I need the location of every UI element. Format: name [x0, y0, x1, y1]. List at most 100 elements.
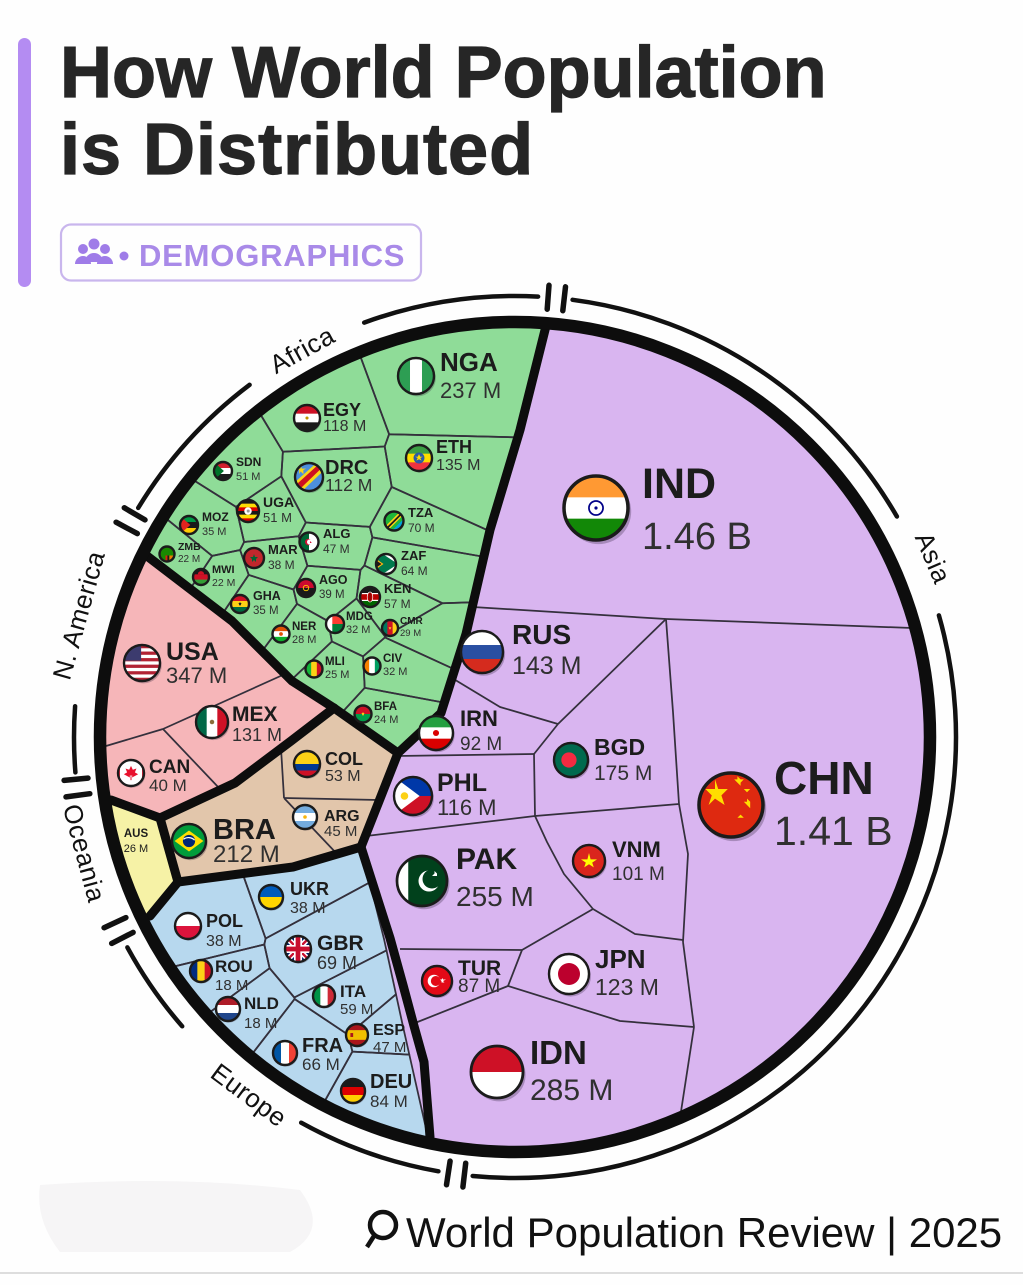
svg-text:JPN: JPN — [595, 944, 646, 974]
svg-text:MEX: MEX — [232, 703, 278, 726]
svg-text:38 M: 38 M — [206, 933, 242, 950]
svg-text:MOZ: MOZ — [202, 510, 229, 524]
svg-text:CAN: CAN — [149, 757, 190, 778]
svg-text:FRA: FRA — [302, 1035, 343, 1057]
svg-text:TZA: TZA — [408, 505, 434, 520]
svg-text:237 M: 237 M — [440, 378, 501, 403]
svg-text:28 M: 28 M — [292, 634, 316, 646]
svg-text:51 M: 51 M — [263, 510, 292, 525]
svg-text:KEN: KEN — [384, 581, 411, 596]
svg-text:CMR: CMR — [400, 616, 424, 627]
svg-text:CIV: CIV — [383, 653, 403, 665]
svg-text:116 M: 116 M — [437, 795, 497, 820]
svg-text:VNM: VNM — [612, 837, 661, 862]
svg-text:IND: IND — [642, 460, 716, 508]
svg-text:NER: NER — [292, 621, 317, 633]
svg-text:is Distributed: is Distributed — [60, 110, 534, 190]
svg-text:PHL: PHL — [437, 769, 487, 797]
svg-text:175 M: 175 M — [594, 762, 652, 785]
svg-text:World Population Review | 2025: World Population Review | 2025 — [406, 1209, 1002, 1256]
svg-text:GBR: GBR — [317, 932, 364, 955]
svg-text:NGA: NGA — [440, 347, 498, 377]
svg-text:USA: USA — [166, 638, 219, 666]
svg-text:PAK: PAK — [456, 843, 517, 876]
svg-text:22 M: 22 M — [212, 577, 235, 589]
svg-text:53 M: 53 M — [325, 768, 361, 785]
svg-text:UKR: UKR — [290, 879, 329, 899]
svg-text:112 M: 112 M — [325, 475, 372, 495]
svg-text:57 M: 57 M — [384, 597, 411, 611]
svg-text:DRC: DRC — [325, 457, 368, 479]
svg-text:ARG: ARG — [324, 808, 360, 825]
svg-text:40 M: 40 M — [149, 776, 187, 795]
svg-text:MWI: MWI — [212, 564, 235, 576]
svg-text:DEMOGRAPHICS: DEMOGRAPHICS — [139, 238, 405, 273]
svg-text:22 M: 22 M — [178, 554, 200, 565]
svg-text:RUS: RUS — [512, 619, 571, 650]
svg-text:285 M: 285 M — [530, 1074, 613, 1107]
svg-text:101 M: 101 M — [612, 864, 665, 885]
svg-text:118 M: 118 M — [323, 418, 366, 435]
svg-text:TUR: TUR — [458, 957, 501, 980]
svg-text:ITA: ITA — [340, 982, 366, 1001]
svg-text:How World Population: How World Population — [60, 33, 827, 113]
svg-text:AUS: AUS — [124, 828, 149, 840]
svg-text:IDN: IDN — [530, 1034, 587, 1071]
svg-text:ESP: ESP — [373, 1022, 405, 1039]
svg-text:1.41 B: 1.41 B — [774, 808, 893, 854]
svg-text:32 M: 32 M — [383, 666, 407, 678]
svg-text:26 M: 26 M — [124, 843, 148, 855]
svg-text:ROU: ROU — [215, 957, 253, 976]
svg-text:47 M: 47 M — [323, 542, 350, 556]
svg-text:25 M: 25 M — [325, 669, 349, 681]
svg-text:39 M: 39 M — [319, 589, 345, 601]
svg-text:SDN: SDN — [236, 455, 261, 469]
svg-text:ALG: ALG — [323, 526, 350, 541]
svg-text:66 M: 66 M — [302, 1055, 340, 1074]
svg-text:ETH: ETH — [436, 437, 472, 457]
svg-text:70 M: 70 M — [408, 521, 435, 535]
svg-text:BRA: BRA — [213, 814, 276, 846]
svg-text:29 M: 29 M — [400, 628, 421, 639]
svg-text:35 M: 35 M — [253, 605, 279, 617]
svg-text:18 M: 18 M — [215, 977, 248, 994]
svg-text:131 M: 131 M — [232, 725, 282, 745]
svg-text:123 M: 123 M — [595, 974, 659, 1000]
svg-text:1.46 B: 1.46 B — [642, 516, 752, 558]
svg-text:35 M: 35 M — [202, 526, 226, 538]
svg-text:59 M: 59 M — [340, 1001, 373, 1018]
svg-text:MLI: MLI — [325, 656, 345, 668]
svg-text:24 M: 24 M — [374, 714, 398, 726]
svg-text:NLD: NLD — [244, 994, 279, 1013]
svg-text:MAR: MAR — [268, 542, 298, 557]
svg-text:POL: POL — [206, 911, 243, 931]
svg-text:CHN: CHN — [774, 752, 874, 804]
svg-text:47 M: 47 M — [373, 1039, 406, 1056]
svg-text:64 M: 64 M — [401, 564, 428, 578]
svg-text:347 M: 347 M — [166, 663, 227, 688]
svg-text:32 M: 32 M — [346, 624, 370, 636]
svg-text:AGO: AGO — [319, 573, 348, 587]
svg-text:ZAF: ZAF — [401, 548, 426, 563]
svg-text:18 M: 18 M — [244, 1015, 277, 1032]
svg-text:EGY: EGY — [323, 400, 361, 420]
svg-text:UGA: UGA — [263, 494, 294, 510]
svg-text:38 M: 38 M — [290, 900, 326, 917]
svg-text:135 M: 135 M — [436, 457, 480, 474]
svg-text:92 M: 92 M — [460, 734, 502, 755]
svg-text:38 M: 38 M — [268, 558, 295, 572]
svg-text:ZMB: ZMB — [178, 541, 201, 553]
svg-text:BGD: BGD — [594, 734, 645, 760]
svg-text:MDG: MDG — [346, 611, 373, 623]
svg-text:212 M: 212 M — [213, 841, 280, 868]
svg-text:DEU: DEU — [370, 1071, 412, 1093]
svg-text:143 M: 143 M — [512, 652, 581, 680]
svg-text:84 M: 84 M — [370, 1092, 408, 1111]
svg-text:87 M: 87 M — [458, 976, 500, 997]
svg-text:BFA: BFA — [374, 701, 397, 713]
svg-text:IRN: IRN — [460, 706, 498, 731]
svg-text:COL: COL — [325, 749, 363, 769]
svg-text:45 M: 45 M — [324, 823, 357, 840]
svg-text:GHA: GHA — [253, 589, 281, 603]
svg-text:69 M: 69 M — [317, 953, 357, 973]
